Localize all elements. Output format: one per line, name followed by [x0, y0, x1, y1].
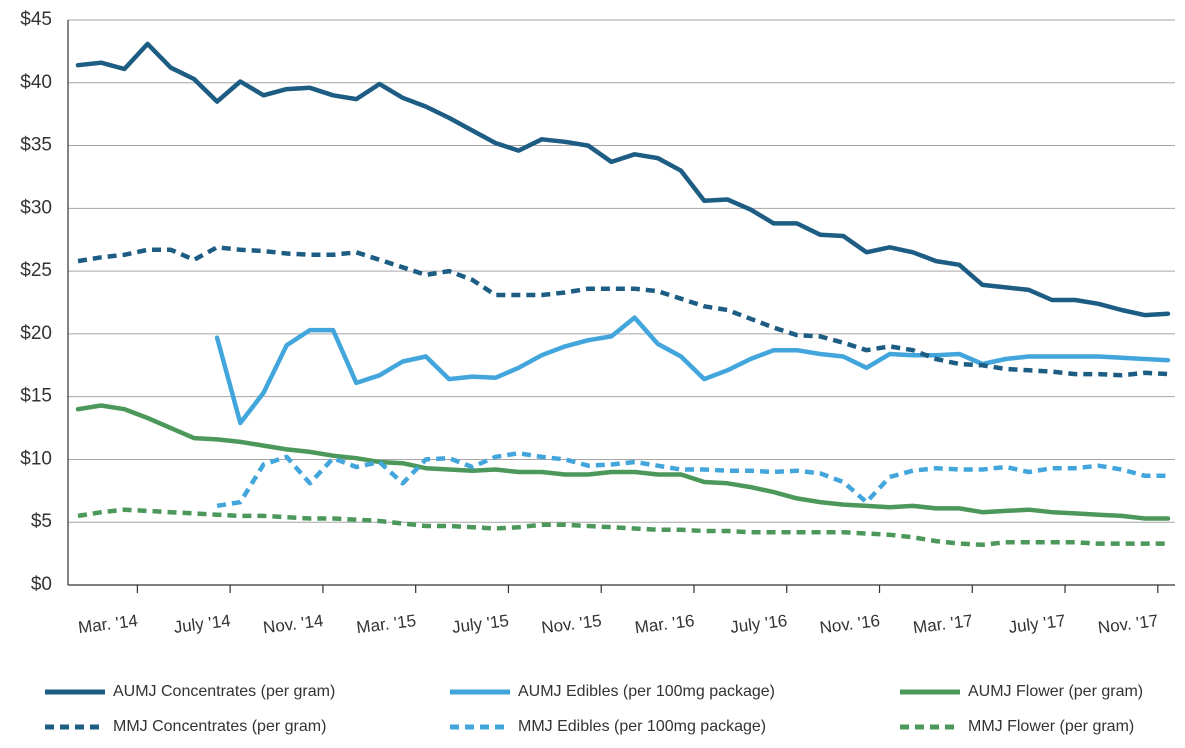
x-tick-label: July '16 [729, 611, 788, 637]
x-tick-label: Nov. '15 [540, 611, 602, 637]
x-tick-label: July '15 [451, 611, 510, 637]
legend-label: MMJ Edibles (per 100mg package) [518, 718, 766, 735]
y-tick-label: $45 [20, 9, 52, 30]
legend-label: AUMJ Flower (per gram) [968, 683, 1143, 700]
x-tick-label: Nov. '17 [1097, 611, 1159, 637]
series-line [75, 41, 1171, 318]
x-tick-label: Mar. '15 [355, 611, 417, 637]
y-tick-label: $35 [20, 135, 52, 156]
x-tick-label: Mar. '17 [912, 611, 974, 637]
series-line [75, 403, 1171, 521]
y-tick-label: $5 [31, 511, 52, 532]
legend-label: MMJ Concentrates (per gram) [113, 718, 326, 735]
y-tick-label: $25 [20, 260, 52, 281]
y-tick-label: $20 [20, 323, 52, 344]
y-tick-label: $30 [20, 197, 52, 218]
y-tick-label: $0 [31, 574, 52, 595]
y-tick-label: $15 [20, 386, 52, 407]
y-tick-label: $10 [20, 448, 52, 469]
series-line [216, 450, 1168, 509]
x-tick-label: July '14 [173, 611, 232, 637]
x-tick-label: Mar. '16 [634, 611, 696, 637]
series-line [77, 245, 1169, 378]
x-tick-label: Nov. '14 [262, 611, 324, 637]
legend-label: AUMJ Concentrates (per gram) [113, 683, 335, 700]
x-tick-label: Nov. '16 [819, 611, 881, 637]
legend-label: AUMJ Edibles (per 100mg package) [518, 683, 775, 700]
y-tick-label: $40 [20, 72, 52, 93]
legend-label: MMJ Flower (per gram) [968, 718, 1134, 735]
x-tick-label: July '17 [1008, 611, 1067, 637]
series-line [214, 315, 1171, 426]
series-line [77, 507, 1168, 548]
x-tick-label: Mar. '14 [77, 611, 139, 637]
